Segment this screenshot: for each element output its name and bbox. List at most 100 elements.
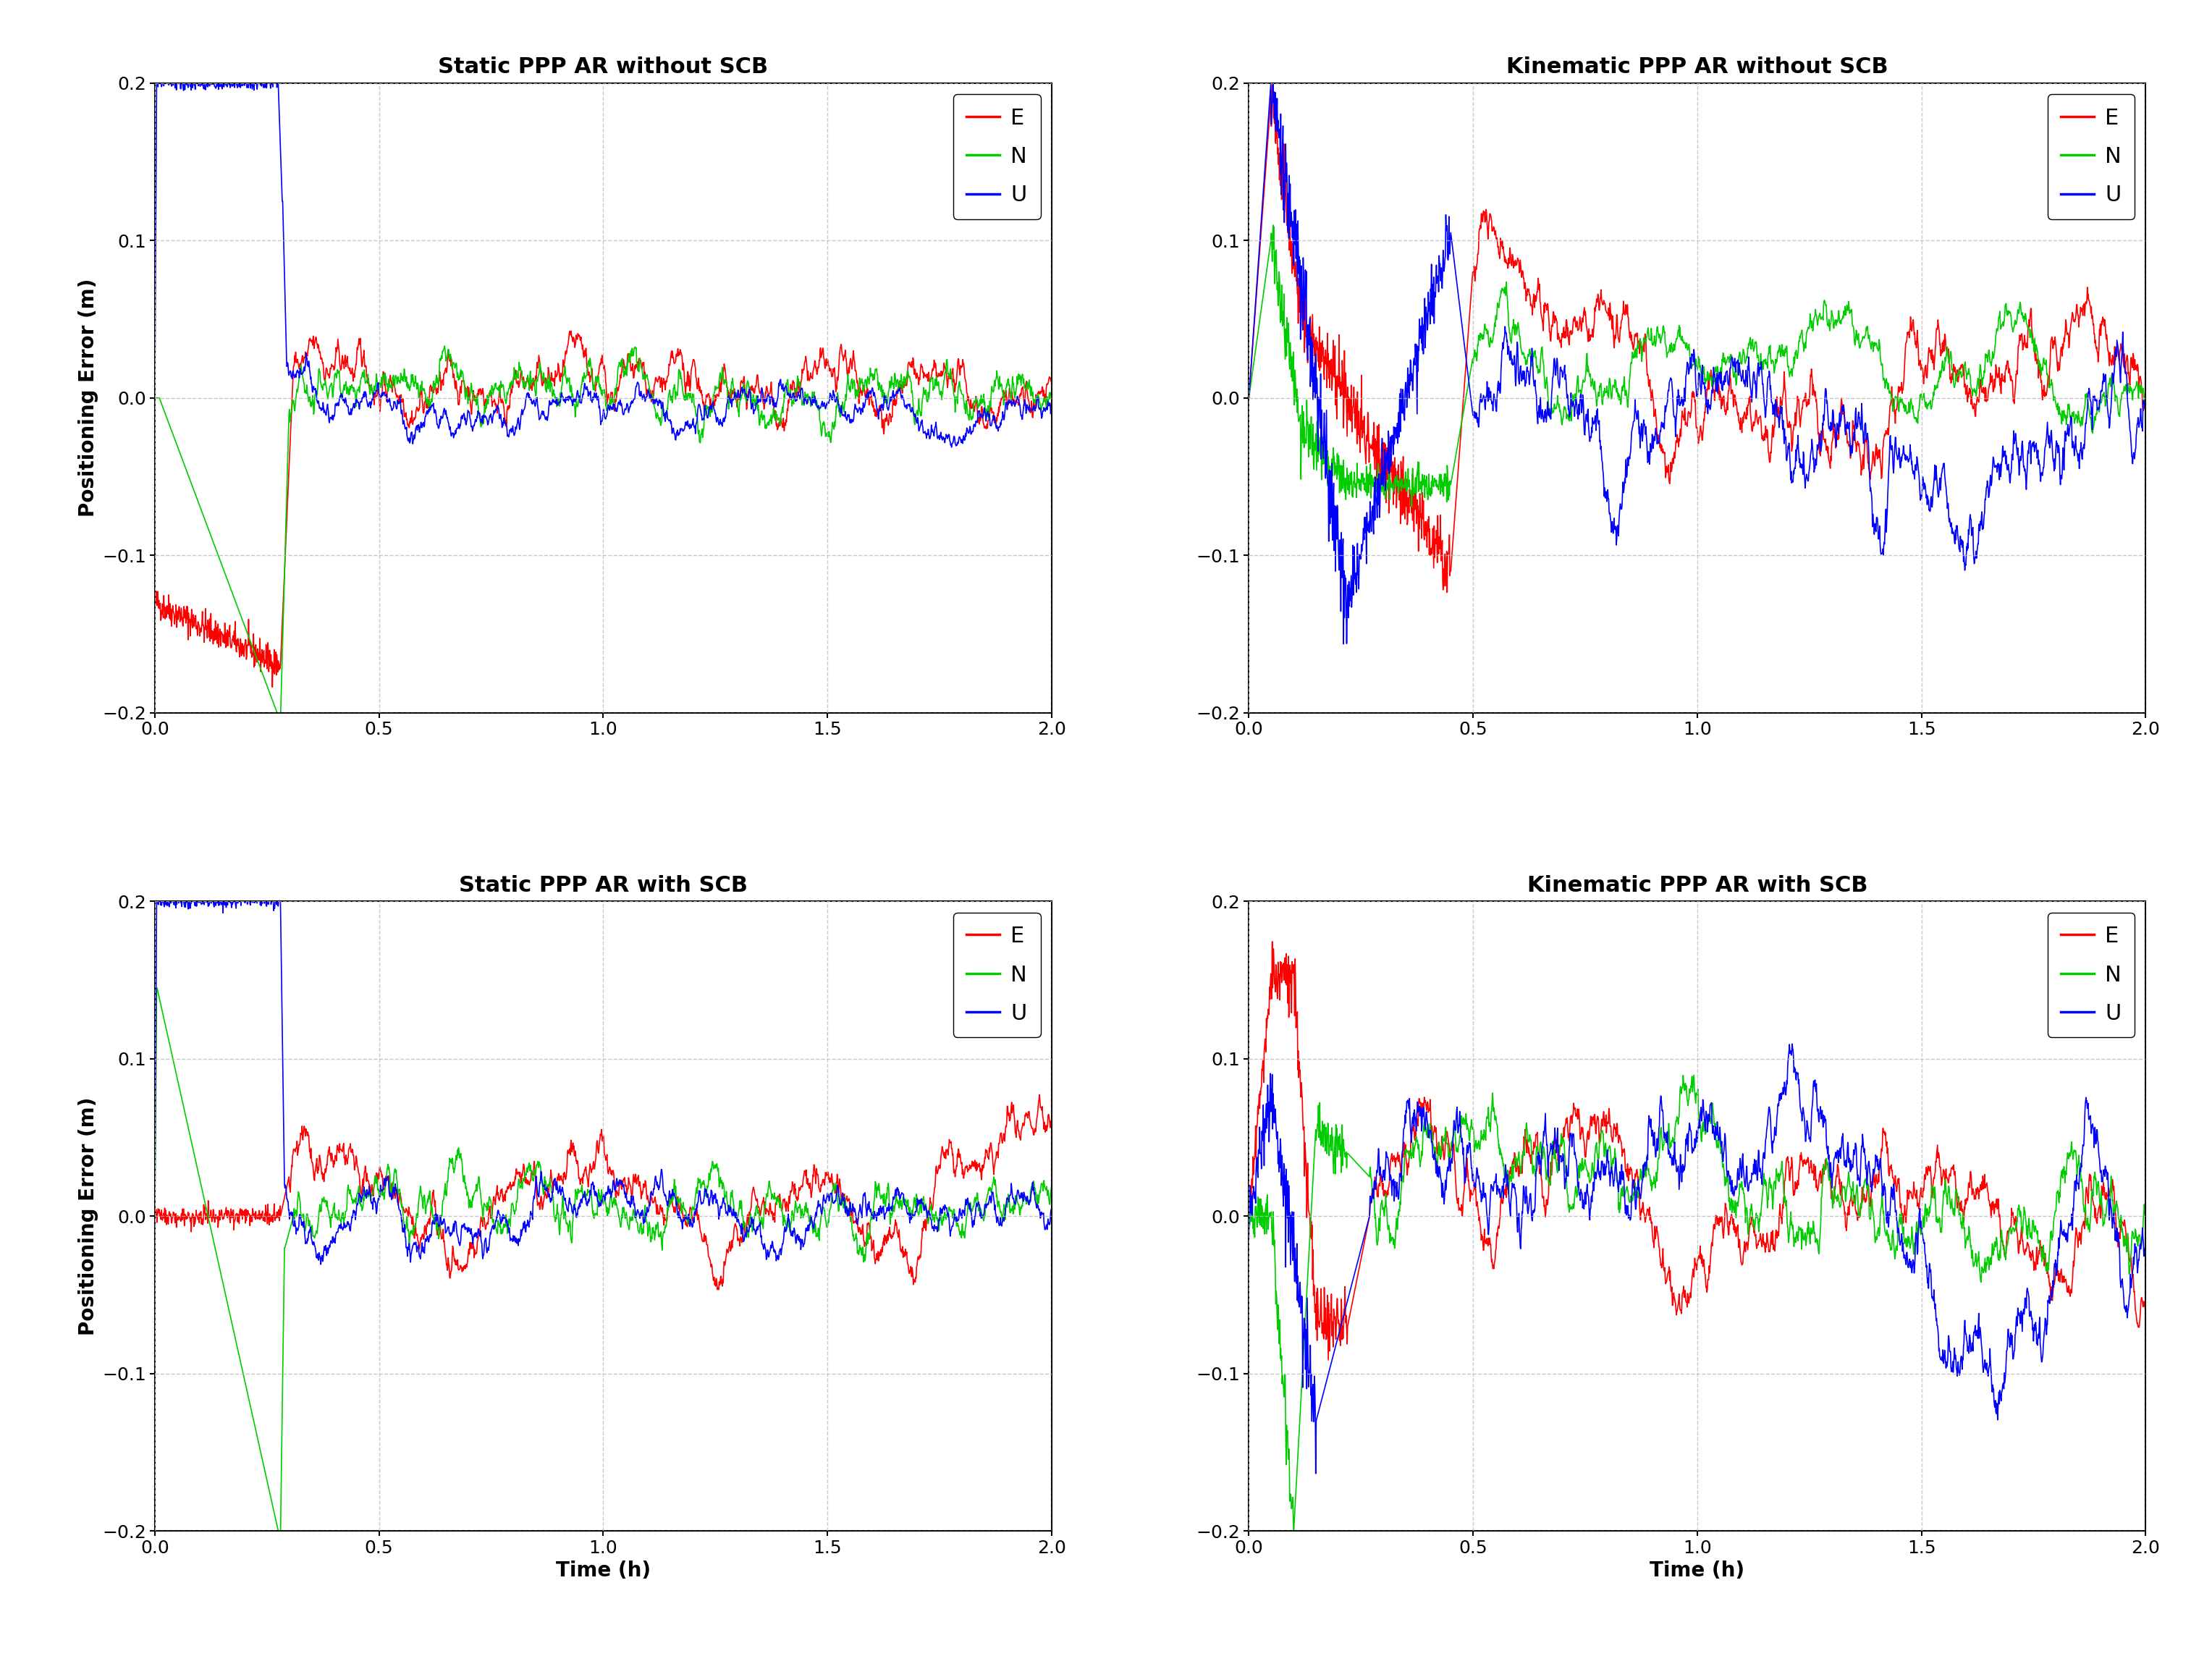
E: [1237, 1211, 1263, 1231]
N: [1037, 1176, 1064, 1196]
E: [1942, 366, 1969, 386]
E: [555, 336, 582, 356]
Line: N: N: [155, 346, 1051, 721]
N: [1648, 326, 1674, 346]
U: [1013, 1191, 1040, 1211]
U: [2132, 398, 2159, 418]
E: [1037, 1110, 1064, 1130]
E: [2132, 376, 2159, 396]
U: [230, 884, 257, 904]
Title: Kinematic PPP AR with SCB: Kinematic PPP AR with SCB: [1526, 875, 1867, 895]
E: [188, 619, 215, 639]
Line: E: E: [155, 1095, 1051, 1290]
N: [1318, 499, 1345, 519]
N: [144, 978, 170, 998]
Legend: E, N, U: E, N, U: [2048, 912, 2135, 1037]
E: [1026, 1085, 1053, 1105]
N: [188, 498, 215, 518]
U: [1329, 634, 1356, 654]
N: [1237, 1213, 1263, 1233]
Line: U: U: [155, 73, 1051, 448]
Line: E: E: [155, 331, 1051, 687]
N: [1037, 383, 1064, 403]
N: [1281, 359, 1307, 379]
N: [580, 366, 606, 386]
Line: E: E: [1250, 80, 2146, 592]
Y-axis label: Positioning Error (m): Positioning Error (m): [77, 1097, 97, 1336]
U: [164, 63, 190, 83]
Line: N: N: [1250, 225, 2146, 509]
N: [2106, 1213, 2132, 1233]
E: [580, 358, 606, 378]
N: [142, 388, 168, 408]
E: [557, 321, 584, 341]
E: [188, 1203, 215, 1223]
U: [2108, 373, 2135, 393]
U: [577, 391, 604, 411]
X-axis label: Time (h): Time (h): [555, 1561, 650, 1581]
E: [1648, 1256, 1674, 1276]
Line: U: U: [1250, 78, 2146, 644]
U: [188, 892, 215, 912]
N: [1648, 1125, 1674, 1145]
U: [849, 1208, 876, 1228]
U: [1303, 1464, 1329, 1484]
X-axis label: Time (h): Time (h): [1650, 1561, 1745, 1581]
U: [1648, 1093, 1674, 1113]
N: [431, 336, 458, 356]
Line: U: U: [155, 894, 1051, 1265]
U: [1672, 1143, 1699, 1163]
N: [2108, 1210, 2135, 1230]
E: [259, 677, 285, 697]
E: [847, 1223, 874, 1243]
N: [1237, 388, 1263, 408]
E: [849, 386, 876, 406]
E: [1281, 948, 1307, 968]
N: [1681, 1065, 1708, 1085]
N: [188, 1175, 215, 1195]
E: [2106, 341, 2132, 361]
E: [1013, 371, 1040, 391]
U: [1942, 529, 1969, 549]
U: [1037, 1198, 1064, 1218]
E: [142, 589, 168, 609]
E: [2108, 1215, 2135, 1235]
N: [1672, 1073, 1699, 1093]
Line: U: U: [1250, 1043, 2146, 1474]
E: [1259, 932, 1285, 952]
U: [1261, 68, 1287, 88]
E: [577, 1158, 604, 1178]
U: [1648, 416, 1674, 436]
N: [268, 711, 294, 730]
N: [1672, 338, 1699, 358]
E: [1672, 413, 1699, 433]
N: [1942, 1180, 1969, 1200]
U: [847, 399, 874, 419]
U: [1281, 1271, 1307, 1291]
E: [1281, 260, 1307, 280]
Line: N: N: [155, 988, 1051, 1539]
N: [1281, 1496, 1307, 1516]
N: [268, 1529, 294, 1549]
Title: Static PPP AR with SCB: Static PPP AR with SCB: [458, 875, 748, 895]
Legend: E, N, U: E, N, U: [953, 95, 1040, 220]
E: [1013, 1103, 1040, 1123]
N: [555, 1218, 582, 1238]
U: [188, 72, 215, 92]
E: [1942, 1180, 1969, 1200]
Title: Static PPP AR without SCB: Static PPP AR without SCB: [438, 57, 768, 78]
E: [2132, 1298, 2159, 1318]
U: [2106, 1266, 2132, 1286]
Y-axis label: Positioning Error (m): Positioning Error (m): [77, 278, 97, 518]
U: [142, 388, 168, 408]
E: [142, 1208, 168, 1228]
N: [1013, 1195, 1040, 1215]
N: [580, 1191, 606, 1211]
U: [307, 1255, 334, 1275]
E: [2106, 1228, 2132, 1248]
U: [142, 1206, 168, 1226]
N: [1942, 366, 1969, 386]
U: [1672, 366, 1699, 386]
U: [2106, 366, 2132, 386]
U: [580, 1175, 606, 1195]
